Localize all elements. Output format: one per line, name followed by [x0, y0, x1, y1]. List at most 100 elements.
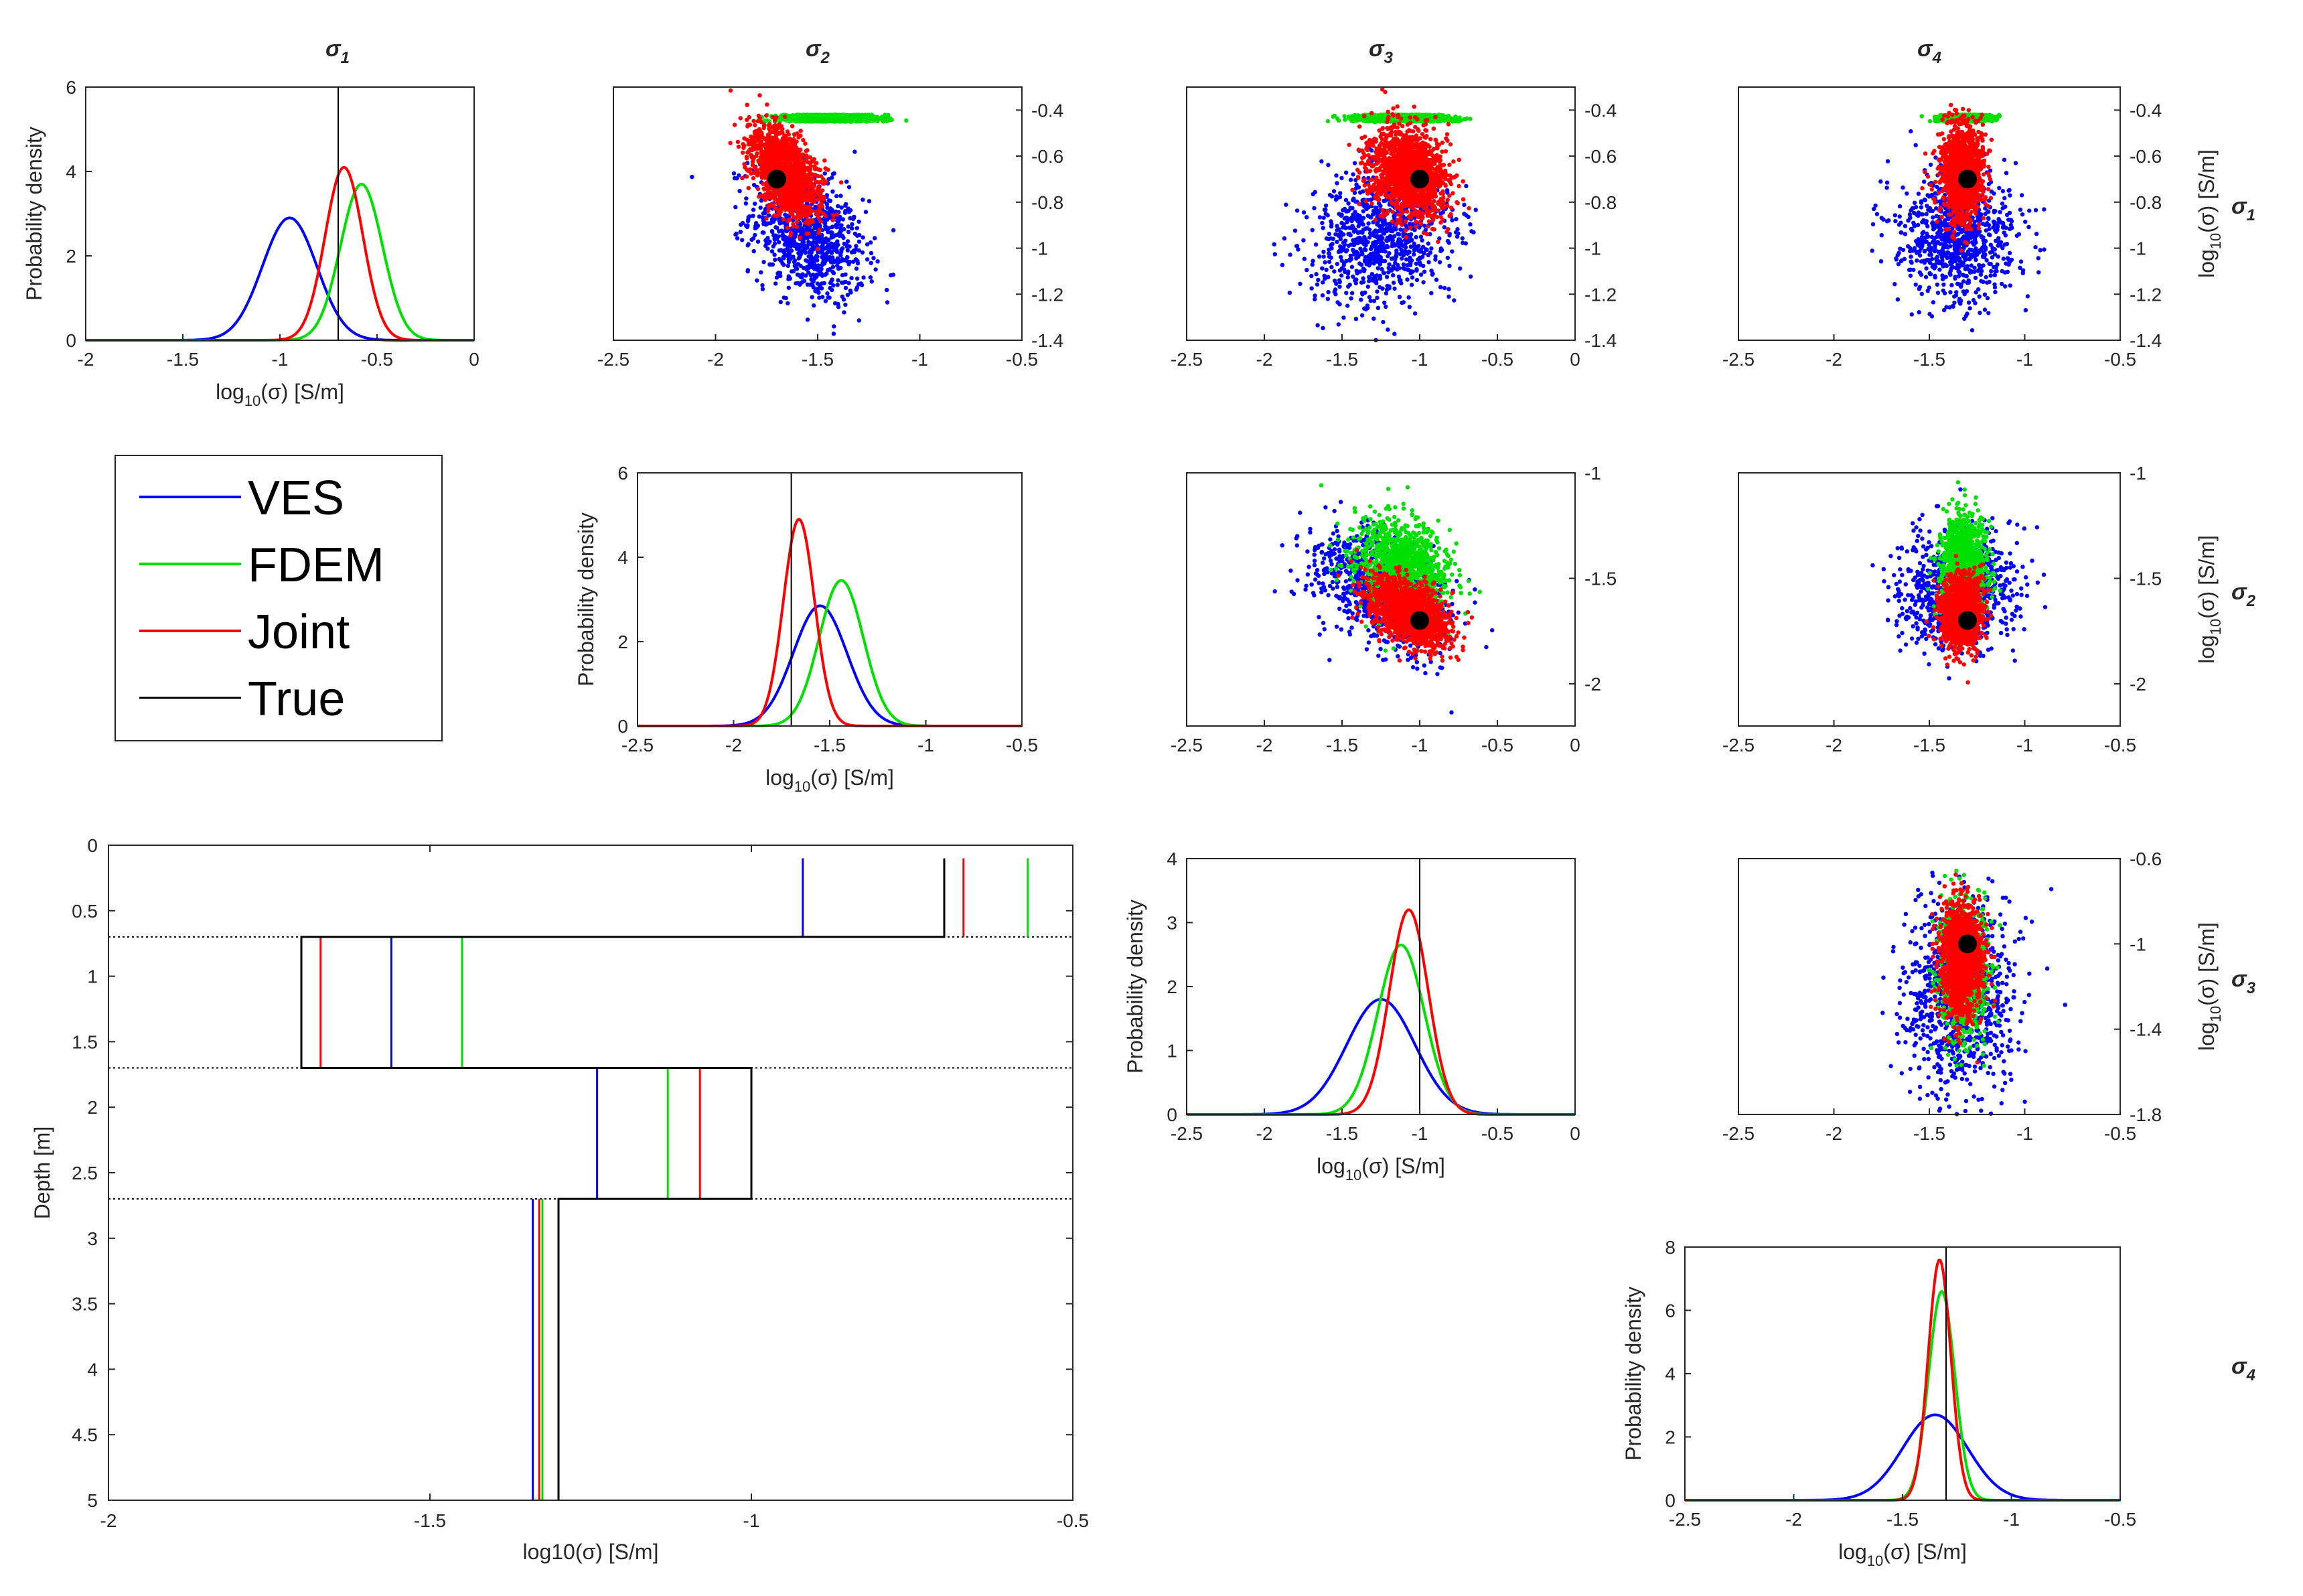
sample-point-joint	[814, 210, 818, 214]
sigma-subscript: 3	[1384, 49, 1394, 67]
sample-point-joint	[762, 187, 766, 191]
sample-point-ves	[869, 240, 873, 244]
sample-point-ves	[752, 183, 756, 187]
sample-point-ves	[835, 260, 839, 264]
sample-point-joint	[761, 143, 765, 147]
sample-point-ves	[869, 251, 873, 255]
sample-point-ves	[848, 260, 852, 264]
sample-point-joint	[765, 196, 769, 200]
sample-point-ves	[850, 222, 854, 226]
sample-point-joint	[792, 224, 796, 228]
sample-point-ves	[830, 175, 834, 179]
xlabel-prefix: log	[1838, 1540, 1867, 1564]
sample-point-joint	[803, 221, 807, 225]
sample-point-joint	[790, 157, 794, 161]
sample-point-ves	[779, 259, 783, 263]
sample-point-ves	[855, 267, 859, 271]
density-panel-3-xtick-label: 0	[1570, 1123, 1580, 1144]
sample-point-ves	[783, 213, 787, 217]
sample-point-ves	[871, 256, 875, 260]
sample-point-ves	[825, 291, 829, 295]
xlabel-sub: 10	[794, 778, 810, 795]
sample-point-joint	[786, 226, 790, 230]
density-panel-3-ytick-label: 4	[1167, 849, 1177, 869]
sample-point-ves	[840, 246, 844, 250]
sample-point-fdem	[904, 119, 908, 123]
sample-point-ves	[830, 190, 834, 194]
sample-point-joint	[759, 131, 763, 135]
density-panel-4-xtick-label: -1	[2003, 1509, 2020, 1530]
sample-point-joint	[751, 119, 755, 123]
sample-point-ves	[816, 291, 820, 295]
sample-point-joint	[831, 213, 835, 217]
sample-point-ves	[814, 236, 818, 240]
sigma-subscript: 1	[341, 49, 350, 67]
sample-point-ves	[836, 278, 840, 282]
sample-point-joint	[803, 205, 807, 209]
sample-point-ves	[810, 295, 814, 299]
density-ylabel: Probability density	[22, 127, 46, 301]
density-panel-1-ytick-label: 0	[66, 330, 76, 351]
figure: σ1 σ2 σ3 σ4σ1σ2σ3σ4-2 -1.5 -1 -0.5 00246Probabi…	[0, 0, 2303, 1596]
sample-point-ves	[855, 277, 859, 281]
sample-point-joint	[766, 209, 770, 213]
sample-point-joint	[779, 162, 784, 166]
sample-point-joint	[772, 214, 776, 218]
sample-point-ves	[733, 232, 737, 236]
sample-point-ves	[756, 240, 760, 244]
sample-point-ves	[774, 236, 778, 240]
xlabel-sub: 10	[1867, 1552, 1883, 1569]
sample-point-joint	[769, 130, 773, 134]
density-panel-3-ytick-label: 3	[1167, 913, 1177, 934]
density-panel-1-xtick-label: 0	[469, 349, 479, 370]
sample-point-joint	[818, 190, 822, 194]
sample-point-ves	[840, 206, 844, 210]
sample-point-ves	[864, 210, 868, 214]
sample-point-ves	[838, 226, 842, 230]
sample-point-fdem	[836, 114, 840, 118]
xlabel-sub: 10	[1345, 1167, 1361, 1183]
density-panel-4-ytick-label: 8	[1665, 1237, 1676, 1258]
sample-point-ves	[754, 221, 758, 225]
sample-point-ves	[804, 250, 808, 255]
density-panel-1-xtick-label: -0.5	[361, 349, 393, 370]
sample-point-ves	[842, 242, 846, 246]
sample-point-joint	[807, 161, 811, 165]
sample-point-ves	[846, 230, 850, 234]
density-panel-2-xtick-label: -1	[917, 735, 934, 755]
sample-point-ves	[873, 236, 877, 240]
sample-point-ves	[820, 286, 824, 290]
sample-point-ves	[770, 249, 774, 253]
sample-point-joint	[798, 236, 802, 240]
sample-point-ves	[885, 288, 889, 292]
sample-point-ves	[830, 277, 834, 281]
sample-point-ves	[870, 279, 874, 283]
sample-point-fdem	[812, 119, 816, 123]
sample-point-joint	[787, 204, 791, 208]
sample-point-ves	[780, 248, 784, 252]
sample-point-ves	[746, 243, 750, 247]
sigma-symbol: σ	[1369, 36, 1385, 62]
sample-point-ves	[793, 259, 797, 263]
sample-point-joint	[798, 148, 802, 152]
sample-point-joint	[810, 209, 814, 213]
sample-point-ves	[737, 189, 741, 193]
sample-point-ves	[835, 248, 839, 252]
sample-point-joint	[786, 219, 790, 223]
sample-point-ves	[746, 219, 750, 223]
sample-point-ves	[794, 266, 798, 270]
sample-point-ves	[857, 240, 861, 244]
sample-point-ves	[829, 260, 833, 264]
density-panel-4-ytick-label: 6	[1665, 1301, 1676, 1321]
sample-point-joint	[816, 180, 820, 184]
density-panel-1-xtick-label: -1.5	[167, 349, 199, 370]
density-panel-2-ytick-label: 2	[617, 632, 628, 652]
sigma-subscript: 3	[2247, 979, 2256, 997]
sigma-symbol: σ	[2231, 966, 2247, 992]
sample-point-ves	[786, 255, 790, 259]
sample-point-ves	[828, 199, 832, 203]
sample-point-ves	[744, 224, 748, 228]
sample-point-joint	[751, 163, 755, 167]
sample-point-ves	[798, 264, 802, 268]
sample-point-joint	[759, 140, 763, 144]
